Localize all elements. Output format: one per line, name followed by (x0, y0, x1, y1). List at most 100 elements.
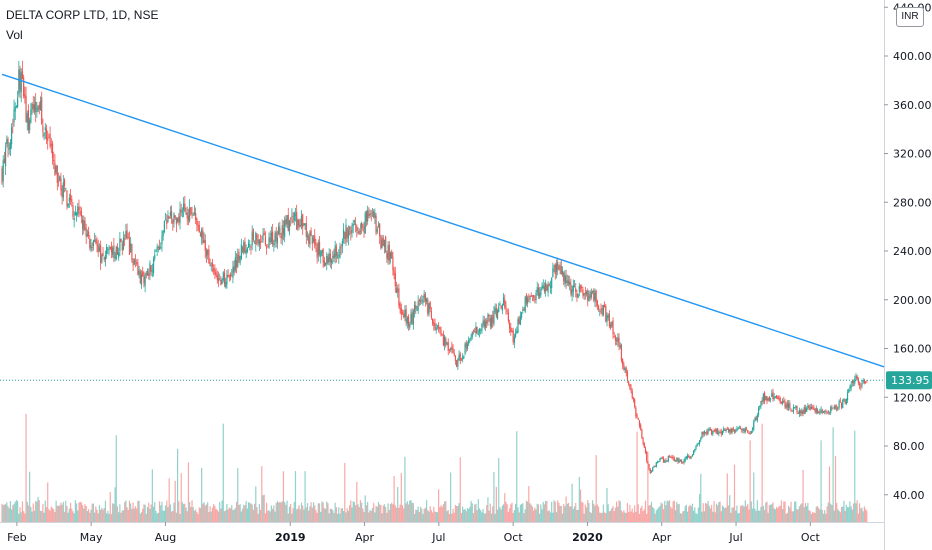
candle-body (424, 294, 426, 302)
volume-bar (201, 467, 203, 522)
candle-body (780, 402, 782, 404)
candle-body (741, 428, 743, 431)
candle-body (340, 247, 342, 249)
currency-badge[interactable]: INR (896, 7, 924, 27)
volume-bar (477, 499, 479, 522)
volume-bar (24, 513, 26, 522)
candle-body (24, 94, 26, 99)
volume-bar (559, 505, 561, 522)
candle-body (804, 407, 807, 413)
candle-body (18, 69, 20, 94)
candle-body (840, 402, 843, 408)
candle-body (365, 211, 368, 222)
volume-bar (169, 504, 171, 522)
volume-bar (120, 512, 122, 522)
trendline[interactable] (1, 73, 885, 368)
candle-body (273, 243, 275, 246)
candle-body (264, 236, 267, 245)
candle-body (406, 317, 408, 324)
volume-bar (486, 505, 488, 522)
volume-bar (215, 509, 217, 522)
volume-bar (588, 502, 590, 522)
volume-bar (6, 502, 8, 522)
price-axis[interactable]: 40.00 80.00 120.00 160.00 200.00 240.00 280.00… (884, 1, 932, 502)
volume-bar (71, 508, 73, 522)
candle-body (573, 286, 576, 288)
candle-body (151, 270, 153, 272)
candle-body (807, 405, 809, 408)
candle-body (697, 443, 700, 445)
volume-bar (91, 503, 93, 522)
volume-bar (552, 512, 554, 522)
volume-bar (66, 506, 68, 522)
candle-body (57, 181, 60, 183)
candle-body (755, 417, 757, 421)
candle-body (625, 368, 627, 374)
candle-body (285, 218, 287, 225)
candle-body (106, 246, 108, 255)
time-axis[interactable]: Feb May Aug 2019 Apr Jul Oct 2020 Apr Jul Oct (7, 522, 821, 544)
candle-body (688, 455, 690, 458)
candle-body (531, 295, 534, 297)
candle-body (635, 407, 637, 417)
candle-body (290, 218, 292, 220)
candle-body (511, 331, 513, 332)
volume-bar (268, 510, 270, 522)
volume-bar (802, 469, 804, 522)
volume-bar (862, 511, 864, 522)
volume-bar (72, 511, 74, 522)
volume-bar (614, 507, 617, 522)
volume-bar (373, 502, 375, 522)
candle-body (555, 263, 558, 272)
candle-body (501, 304, 503, 311)
volume-bar (77, 510, 79, 522)
volume-bar (774, 509, 776, 522)
volume-bar (96, 509, 98, 522)
candle-body (207, 249, 209, 255)
candle-body (512, 330, 514, 343)
volume-bar (428, 511, 430, 522)
volume-bar (232, 510, 234, 522)
volume-bar (38, 500, 40, 522)
volume-bar (501, 505, 503, 522)
candle-body (116, 246, 119, 255)
volume-bar (659, 506, 661, 522)
volume-bar (256, 507, 258, 522)
volume-bar (468, 508, 470, 522)
volume-bar (172, 510, 174, 522)
candle-body (589, 293, 591, 299)
candle-body (818, 411, 820, 414)
candle-body (79, 212, 81, 214)
candle-body (564, 275, 566, 284)
volume-bar (462, 506, 464, 522)
volume-bar (11, 509, 13, 522)
volume-bar (474, 504, 476, 522)
volume-bar (622, 512, 624, 522)
volume-indicator-label[interactable]: Vol (6, 28, 23, 42)
volume-bar (540, 504, 542, 522)
candle-body (680, 459, 683, 463)
volume-bar (570, 506, 572, 522)
candle-body (510, 327, 512, 333)
candle-body (563, 272, 565, 282)
candle-body (386, 252, 388, 259)
candle-body (266, 247, 268, 249)
candle-body (712, 430, 714, 435)
volume-bar (15, 500, 18, 522)
volume-bar (742, 505, 744, 522)
candle-body (326, 256, 328, 264)
candle-body (605, 305, 607, 322)
volume-bar (635, 511, 637, 522)
candle-body (732, 428, 734, 431)
volume-bar (682, 511, 684, 522)
candle-body (640, 424, 642, 430)
volume-bar (139, 513, 141, 522)
volume-bar (148, 502, 150, 522)
symbol-title[interactable]: DELTA CORP LTD, 1D, NSE (6, 8, 159, 22)
candle-body (738, 427, 740, 429)
candle-body (692, 450, 695, 455)
volume-bar (217, 511, 220, 522)
volume-bar (815, 506, 817, 522)
candle-body (529, 297, 531, 300)
